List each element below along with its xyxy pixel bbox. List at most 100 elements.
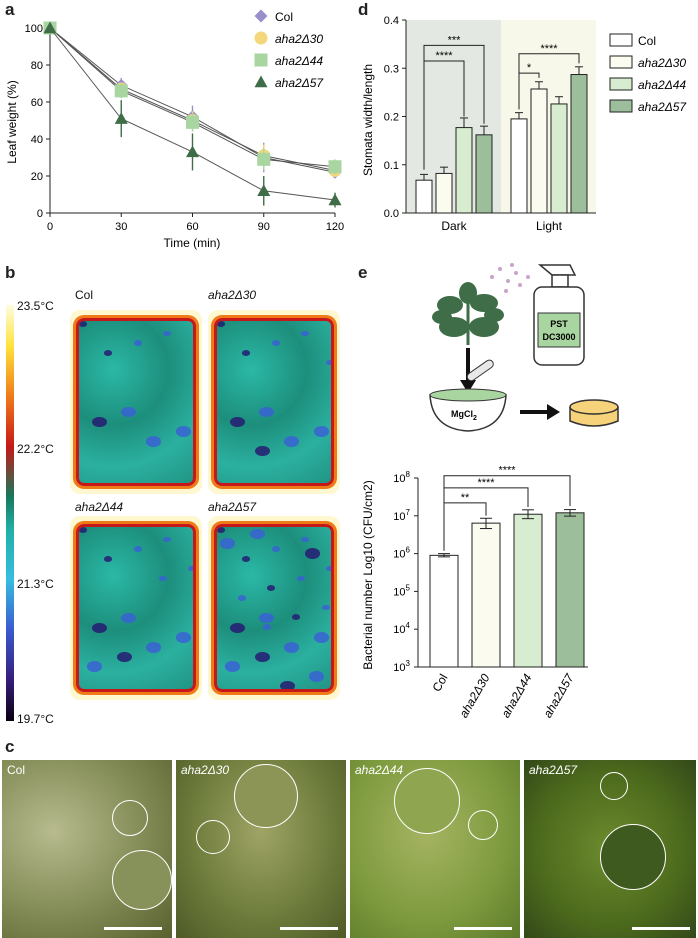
stoma-small-circle bbox=[468, 810, 498, 840]
a-legend-label: aha2Δ44 bbox=[275, 54, 323, 68]
panel-letter-b: b bbox=[5, 263, 16, 282]
d-sig-label: * bbox=[527, 62, 532, 74]
micrograph-aha2d30: aha2Δ30 bbox=[176, 760, 346, 938]
a-y-tick-label: 100 bbox=[25, 23, 43, 35]
scale-label-min: 19.7°C bbox=[17, 712, 54, 726]
e-y-tick-exp: 5 bbox=[406, 583, 411, 592]
d-x-tick-label: Light bbox=[536, 219, 563, 233]
thermal-leaf-col bbox=[70, 310, 202, 494]
d-legend-label: Col bbox=[638, 34, 656, 48]
e-y-tick-exp: 8 bbox=[406, 470, 411, 479]
micro-label-aha2d44: aha2Δ44 bbox=[355, 763, 404, 777]
d-legend-swatch bbox=[609, 77, 633, 91]
a-y-axis-label: Leaf weight (%) bbox=[5, 80, 19, 163]
d-y-axis-label: Stomata width/length bbox=[361, 64, 375, 176]
a-data-point bbox=[114, 84, 128, 98]
d-y-tick-label: 0.4 bbox=[384, 15, 399, 27]
scale-bar bbox=[632, 927, 690, 930]
scale-bar bbox=[280, 927, 338, 930]
scale-label-mid-high: 22.2°C bbox=[17, 442, 54, 456]
d-sig-bracket bbox=[423, 44, 485, 170]
thermal-color-scale bbox=[6, 305, 14, 721]
micrograph-aha2d44: aha2Δ44 bbox=[350, 760, 520, 938]
bottle-label-line1: PST bbox=[550, 319, 568, 329]
thermal-label-aha2d57: aha2Δ57 bbox=[208, 500, 257, 514]
right-arrow-icon bbox=[520, 404, 560, 420]
thermal-images bbox=[70, 310, 346, 722]
thermal-label-aha2d44: aha2Δ44 bbox=[75, 500, 124, 514]
e-sig-bracket bbox=[443, 475, 571, 551]
d-bar bbox=[435, 172, 453, 214]
e-y-tick-exp: 6 bbox=[406, 546, 411, 555]
e-y-tick-base: 10 bbox=[393, 549, 405, 561]
panel-letter-c: c bbox=[5, 737, 15, 756]
e-y-tick-base: 10 bbox=[393, 624, 405, 636]
stoma-zoom-circle bbox=[234, 764, 298, 828]
panel-letter-a: a bbox=[5, 0, 15, 19]
e-x-tick-label: aha2Δ57 bbox=[540, 670, 577, 720]
a-x-tick-label: 90 bbox=[258, 221, 270, 233]
a-data-point bbox=[43, 21, 57, 34]
a-y-tick-label: 0 bbox=[37, 208, 43, 220]
stoma-zoom-circle bbox=[112, 850, 172, 910]
stoma-zoom-circle bbox=[600, 824, 666, 890]
a-legend-label: aha2Δ57 bbox=[275, 76, 324, 90]
leaf-weight-chart: Leaf weight (%) Time (min) Col aha2Δ30 aha… bbox=[5, 9, 344, 250]
infection-schematic: PST DC3000 MgCl2 bbox=[429, 263, 619, 432]
thermal-label-aha2d30: aha2Δ30 bbox=[208, 288, 257, 302]
a-data-point bbox=[186, 115, 199, 129]
d-legend-label: aha2Δ44 bbox=[638, 78, 686, 92]
a-x-tick-label: 60 bbox=[186, 221, 198, 233]
a-data-point bbox=[114, 112, 128, 124]
e-x-tick-label: aha2Δ44 bbox=[498, 671, 534, 720]
a-legend-label: aha2Δ30 bbox=[275, 32, 323, 46]
d-bar bbox=[475, 134, 493, 214]
thermal-leaf-aha2d57 bbox=[208, 516, 340, 700]
spray-bottle-icon: PST DC3000 bbox=[533, 264, 585, 366]
scale-bar bbox=[104, 927, 162, 930]
stoma-small-circle bbox=[196, 820, 230, 854]
mortar-icon: MgCl2 bbox=[429, 359, 507, 432]
d-legend-label: aha2Δ57 bbox=[638, 100, 687, 114]
d-y-tick-label: 0.1 bbox=[384, 160, 399, 172]
e-y-tick-exp: 4 bbox=[406, 621, 411, 630]
a-series-3 bbox=[43, 21, 342, 208]
d-bar bbox=[455, 127, 473, 214]
e-bar bbox=[471, 522, 501, 668]
micrograph-aha2d57: aha2Δ57 bbox=[524, 760, 696, 938]
e-y-tick-label: 103 bbox=[393, 659, 410, 674]
d-sig-bracket bbox=[518, 53, 580, 110]
scale-label-mid-low: 21.3°C bbox=[17, 577, 54, 591]
thermal-leaf-aha2d30 bbox=[208, 310, 340, 494]
d-bar bbox=[570, 74, 588, 214]
e-y-tick-label: 107 bbox=[393, 508, 410, 523]
a-y-tick-label: 40 bbox=[31, 134, 43, 146]
e-y-tick-label: 105 bbox=[393, 583, 410, 598]
plant-icon bbox=[432, 282, 504, 345]
d-bar bbox=[510, 118, 528, 214]
e-sig-label: ** bbox=[461, 492, 470, 504]
a-data-point bbox=[257, 184, 271, 196]
d-legend-swatch bbox=[609, 55, 633, 69]
d-legend-label: aha2Δ30 bbox=[638, 56, 686, 70]
a-y-tick-label: 60 bbox=[31, 97, 43, 109]
d-legend-swatch bbox=[609, 33, 633, 47]
a-legend-marker bbox=[254, 75, 268, 88]
e-y-tick-base: 10 bbox=[393, 473, 405, 485]
micrograph-col: Col bbox=[2, 760, 172, 938]
a-legend-marker bbox=[254, 9, 268, 23]
micro-label-aha2d30: aha2Δ30 bbox=[181, 763, 230, 777]
thermal-leaf-aha2d44 bbox=[70, 516, 202, 700]
a-data-point bbox=[186, 145, 199, 158]
a-x-axis-label: Time (min) bbox=[164, 236, 221, 250]
e-bar bbox=[513, 513, 543, 668]
a-data-point bbox=[257, 152, 271, 166]
d-x-tick-label: Dark bbox=[441, 219, 467, 233]
a-data-point bbox=[328, 193, 342, 206]
e-x-tick-label: aha2Δ30 bbox=[456, 671, 492, 720]
d-legend-swatch bbox=[609, 99, 633, 113]
d-bar bbox=[550, 103, 568, 214]
panel-letter-e: e bbox=[358, 263, 368, 282]
panel-letter-d: d bbox=[358, 0, 369, 19]
stoma-small-circle bbox=[600, 772, 628, 800]
